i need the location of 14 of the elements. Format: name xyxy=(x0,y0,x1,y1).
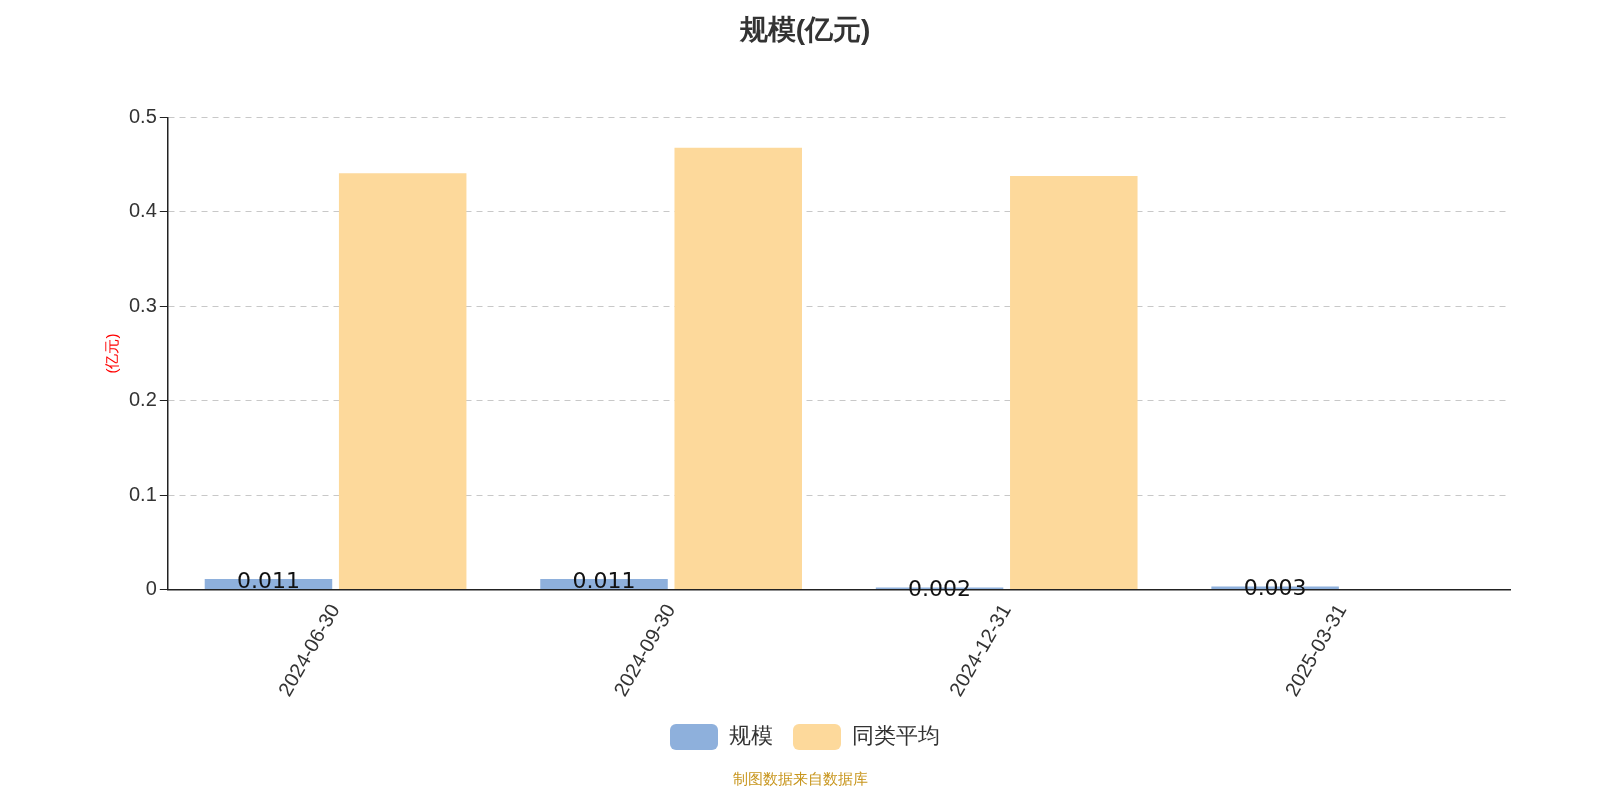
y-tick-label: 0.3 xyxy=(128,293,157,316)
y-tick-label: 0.1 xyxy=(128,482,157,505)
legend-label: 规模 xyxy=(729,723,773,749)
bar xyxy=(674,147,802,589)
text: 制图数据来自数据库 xyxy=(731,770,869,789)
bar xyxy=(338,173,467,589)
y-tick-label: 0.2 xyxy=(128,388,157,411)
y-tick-label: 0.4 xyxy=(128,199,157,222)
y-tick-label: 0.5 xyxy=(128,105,157,128)
bar xyxy=(1010,176,1138,589)
chart-title: 规模(亿元) xyxy=(738,13,871,45)
y-tick-label: 0 xyxy=(145,576,157,599)
y-axis-title: (亿元) xyxy=(103,333,121,374)
legend-label: 同类平均 xyxy=(852,723,940,749)
